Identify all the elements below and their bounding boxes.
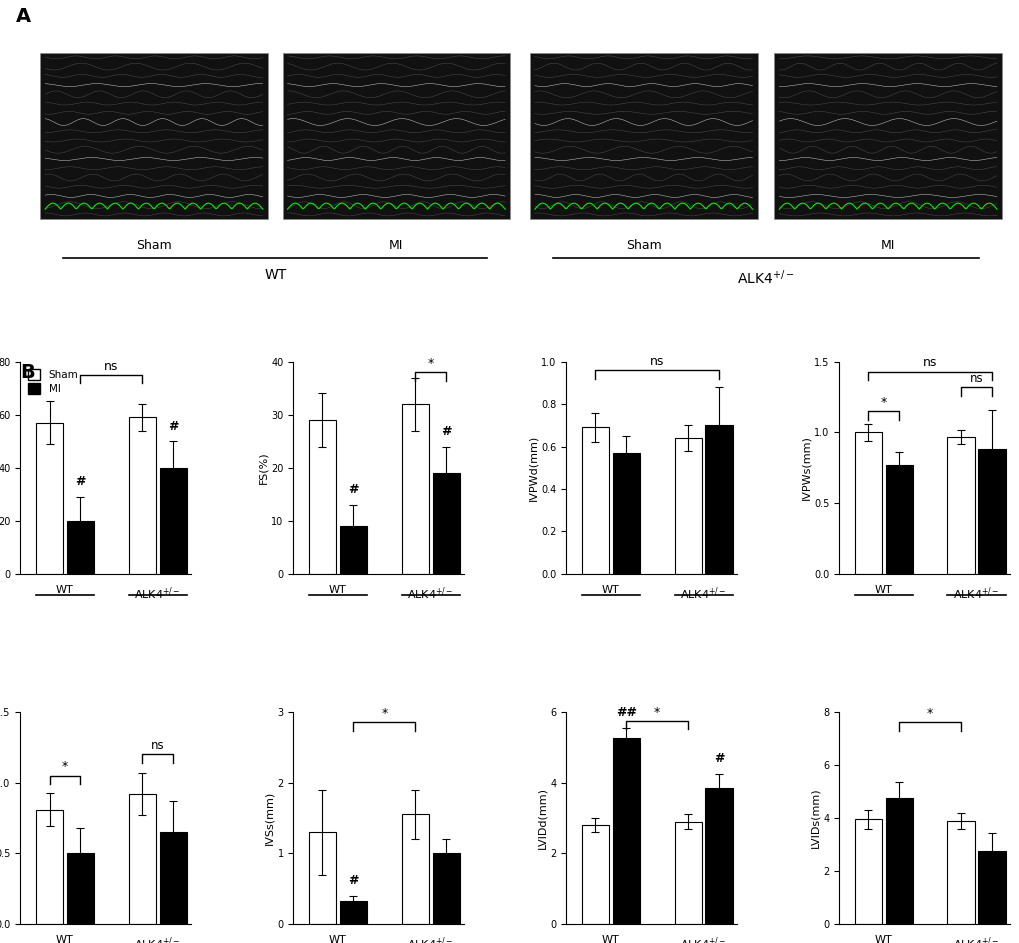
- Bar: [977, 852, 1005, 924]
- Text: *: *: [427, 357, 433, 370]
- Bar: [947, 820, 974, 924]
- Y-axis label: LVIDd(mm): LVIDd(mm): [537, 787, 547, 849]
- Text: #: #: [168, 420, 178, 433]
- Bar: [128, 418, 156, 574]
- Text: ns: ns: [649, 355, 663, 368]
- Bar: [309, 420, 336, 574]
- Y-axis label: IVPWd(mm): IVPWd(mm): [528, 435, 538, 501]
- Bar: [128, 794, 156, 924]
- Bar: [159, 468, 186, 574]
- Text: Sham: Sham: [626, 239, 661, 252]
- Y-axis label: FS(%): FS(%): [258, 452, 268, 484]
- Bar: [612, 738, 639, 924]
- Text: WT: WT: [264, 268, 286, 282]
- Text: ALK4$^{+/-}$: ALK4$^{+/-}$: [737, 268, 794, 287]
- Bar: [674, 821, 701, 924]
- Bar: [339, 902, 367, 924]
- Y-axis label: LVIDs(mm): LVIDs(mm): [810, 787, 819, 849]
- Text: #: #: [347, 484, 359, 496]
- Text: *: *: [653, 705, 659, 719]
- FancyBboxPatch shape: [530, 53, 757, 219]
- Text: ns: ns: [151, 739, 164, 753]
- Text: #: #: [440, 425, 451, 438]
- Text: A: A: [15, 7, 31, 25]
- Text: MI: MI: [389, 239, 404, 252]
- Y-axis label: IVSs(mm): IVSs(mm): [264, 791, 274, 845]
- Bar: [705, 425, 732, 574]
- Text: ##: ##: [615, 706, 636, 720]
- Y-axis label: IVPWs(mm): IVPWs(mm): [801, 436, 810, 500]
- Bar: [884, 798, 912, 924]
- Bar: [884, 465, 912, 574]
- Text: B: B: [20, 363, 35, 382]
- Bar: [339, 526, 367, 574]
- Bar: [36, 809, 63, 924]
- Bar: [674, 438, 701, 574]
- Text: *: *: [926, 707, 932, 720]
- Text: Sham: Sham: [136, 239, 171, 252]
- Bar: [309, 832, 336, 924]
- Bar: [705, 788, 732, 924]
- Bar: [159, 832, 186, 924]
- Bar: [432, 853, 460, 924]
- Bar: [36, 422, 63, 574]
- Text: *: *: [879, 396, 887, 409]
- Text: ns: ns: [969, 372, 982, 385]
- Text: MI: MI: [880, 239, 895, 252]
- Bar: [581, 825, 608, 924]
- Text: #: #: [75, 475, 86, 488]
- Bar: [977, 450, 1005, 574]
- Legend: Sham, MI: Sham, MI: [25, 367, 81, 396]
- FancyBboxPatch shape: [282, 53, 510, 219]
- FancyBboxPatch shape: [773, 53, 1001, 219]
- FancyBboxPatch shape: [40, 53, 267, 219]
- Text: *: *: [62, 760, 68, 773]
- Bar: [947, 437, 974, 574]
- Text: #: #: [713, 753, 723, 766]
- Bar: [66, 853, 94, 924]
- Text: *: *: [381, 707, 387, 720]
- Bar: [401, 405, 428, 574]
- Text: #: #: [347, 874, 359, 887]
- Bar: [854, 433, 881, 574]
- Text: ns: ns: [104, 360, 118, 372]
- Bar: [401, 815, 428, 924]
- Text: ns: ns: [922, 356, 936, 370]
- Bar: [66, 521, 94, 574]
- Bar: [612, 453, 639, 574]
- Bar: [854, 819, 881, 924]
- Bar: [581, 427, 608, 574]
- Bar: [432, 473, 460, 574]
